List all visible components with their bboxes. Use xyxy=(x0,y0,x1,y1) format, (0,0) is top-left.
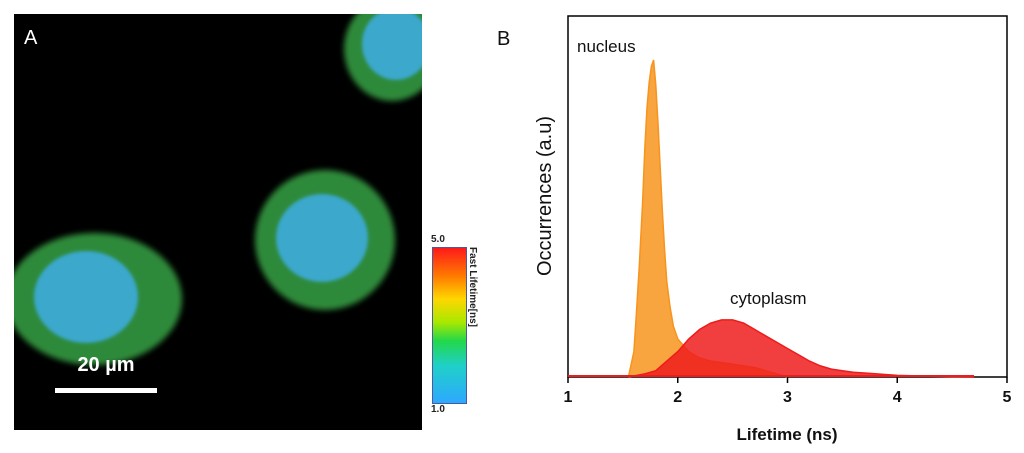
scale-bar xyxy=(55,388,157,393)
cell-2 xyxy=(255,170,395,310)
x-axis-ticks: 1 2 3 4 5 xyxy=(564,377,1012,406)
microscopy-image: A 20 µm xyxy=(14,14,422,430)
x-tick-label: 2 xyxy=(673,389,682,406)
lifetime-colorbar xyxy=(432,247,467,404)
colorbar-max-label: 5.0 xyxy=(431,234,445,245)
cell-image xyxy=(14,14,422,365)
panel-b-label: B xyxy=(497,28,511,50)
plot-frame xyxy=(567,15,1008,378)
series-layer xyxy=(568,59,975,378)
series-cytoplasm xyxy=(628,319,975,378)
x-tick-label: 5 xyxy=(1003,389,1012,406)
x-tick-label: 3 xyxy=(783,389,792,406)
cell-3 xyxy=(344,14,422,101)
x-axis-label: Lifetime (ns) xyxy=(736,425,837,444)
cell-1 xyxy=(14,233,182,365)
panel-a-label: A xyxy=(24,27,38,49)
scale-bar-label: 20 µm xyxy=(77,354,135,376)
y-axis-label: Occurrences (a.u) xyxy=(534,116,556,276)
annotation-cytoplasm: cytoplasm xyxy=(730,289,807,308)
annotation-nucleus: nucleus xyxy=(577,37,636,56)
x-tick-label: 4 xyxy=(893,389,902,406)
colorbar-title: Fast Lifetime[ns] xyxy=(467,247,478,328)
colorbar-min-label: 1.0 xyxy=(431,404,445,415)
x-tick-label: 1 xyxy=(564,389,573,406)
